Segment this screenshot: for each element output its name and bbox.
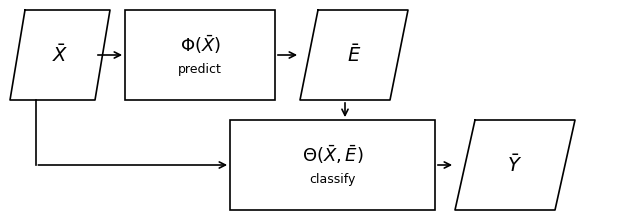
Polygon shape — [300, 10, 408, 100]
Polygon shape — [10, 10, 110, 100]
Text: predict: predict — [178, 62, 222, 76]
Text: $\bar{X}$: $\bar{X}$ — [52, 44, 68, 66]
Text: $\bar{E}$: $\bar{E}$ — [347, 44, 361, 66]
Bar — [125, 10, 275, 100]
Text: $\Phi(\bar{X})$: $\Phi(\bar{X})$ — [179, 34, 221, 56]
Polygon shape — [455, 120, 575, 210]
Text: $\Theta(\bar{X},\bar{E})$: $\Theta(\bar{X},\bar{E})$ — [301, 144, 364, 166]
Text: classify: classify — [309, 173, 356, 186]
Bar — [230, 120, 435, 210]
Text: $\bar{Y}$: $\bar{Y}$ — [508, 154, 523, 176]
